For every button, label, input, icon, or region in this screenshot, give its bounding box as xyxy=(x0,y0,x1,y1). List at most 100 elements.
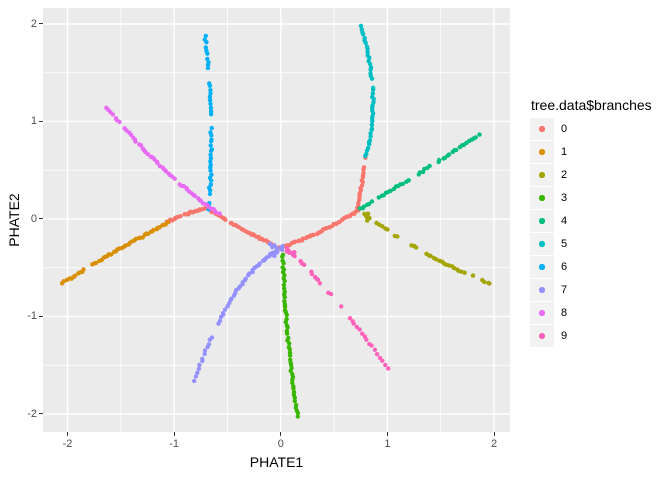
data-point xyxy=(462,270,467,275)
data-point xyxy=(315,277,321,282)
y-axis-title: PHATE2 xyxy=(6,193,22,247)
data-point xyxy=(454,147,459,153)
data-point xyxy=(197,362,202,368)
data-point xyxy=(400,181,405,187)
legend-point-icon xyxy=(539,195,545,201)
data-point xyxy=(205,65,211,71)
data-point xyxy=(436,157,442,163)
data-point xyxy=(110,112,116,117)
legend-point-icon xyxy=(539,264,545,270)
data-point xyxy=(433,257,439,262)
data-point xyxy=(206,60,211,65)
legend-point-icon xyxy=(539,172,545,178)
legend-point-icon xyxy=(539,126,545,132)
data-point xyxy=(282,304,288,309)
data-point xyxy=(97,258,102,264)
data-point xyxy=(292,254,297,259)
data-point xyxy=(178,214,183,219)
y-tick-mark xyxy=(39,23,43,25)
data-point xyxy=(207,97,213,103)
data-point xyxy=(138,143,144,148)
legend-point-icon xyxy=(539,218,545,224)
data-point xyxy=(203,33,208,39)
legend-point-icon xyxy=(539,333,545,339)
data-point xyxy=(364,44,370,49)
legend-item-2: 2 xyxy=(530,164,670,187)
legend-key-swatch xyxy=(530,164,554,186)
data-point xyxy=(365,50,370,55)
data-point xyxy=(208,152,213,157)
legend-key-swatch xyxy=(530,302,554,324)
data-point xyxy=(291,386,296,391)
data-point xyxy=(374,352,380,357)
data-point xyxy=(369,199,375,204)
y-tick-mark xyxy=(39,218,43,220)
data-point xyxy=(376,195,381,200)
data-point xyxy=(208,105,214,111)
data-point xyxy=(370,91,375,96)
data-point xyxy=(172,176,177,181)
x-tick-label: 1 xyxy=(384,438,391,450)
data-point xyxy=(260,258,266,263)
legend-point-icon xyxy=(539,310,545,316)
data-point xyxy=(368,134,373,139)
y-tick-label: -1 xyxy=(27,310,37,323)
legend-label: 2 xyxy=(561,169,568,181)
legend-point-icon xyxy=(539,287,545,293)
data-point xyxy=(477,132,482,137)
data-point xyxy=(282,294,287,300)
data-point xyxy=(365,145,371,151)
legend-item-7: 7 xyxy=(530,279,670,302)
data-point xyxy=(368,65,374,70)
data-point xyxy=(64,277,70,283)
data-point xyxy=(388,188,393,193)
data-point xyxy=(357,327,362,332)
legend-label: 9 xyxy=(561,330,568,342)
data-point xyxy=(246,273,251,278)
data-point xyxy=(205,344,210,350)
legend-label: 0 xyxy=(561,123,568,135)
data-point xyxy=(196,366,202,371)
data-point xyxy=(208,156,214,161)
data-point xyxy=(90,262,95,267)
data-point xyxy=(295,410,301,416)
data-point xyxy=(295,414,300,419)
data-point xyxy=(311,232,316,237)
legend-item-3: 3 xyxy=(530,187,670,210)
data-point xyxy=(482,279,487,285)
data-point xyxy=(213,210,219,215)
data-point xyxy=(284,312,289,318)
data-point xyxy=(427,163,432,169)
data-point xyxy=(200,358,205,364)
legend-key-swatch xyxy=(530,279,554,301)
y-tick-mark xyxy=(39,413,43,415)
data-point xyxy=(364,337,369,342)
data-point xyxy=(195,370,200,375)
y-tick-label: -2 xyxy=(27,407,37,420)
data-point xyxy=(361,170,366,176)
data-point xyxy=(282,278,287,284)
data-point xyxy=(59,281,65,286)
legend-key-swatch xyxy=(530,210,554,232)
data-point xyxy=(339,304,344,309)
data-point xyxy=(413,245,419,250)
data-point xyxy=(280,247,285,253)
data-point xyxy=(292,239,297,244)
data-point xyxy=(250,269,255,275)
data-point xyxy=(428,253,433,259)
data-point xyxy=(209,137,214,142)
data-point xyxy=(368,71,373,76)
legend-item-0: 0 xyxy=(530,118,670,141)
data-point xyxy=(385,227,390,232)
data-point xyxy=(366,201,372,207)
data-point xyxy=(406,178,411,183)
data-point xyxy=(359,183,365,188)
data-point xyxy=(216,321,221,326)
legend-key-swatch xyxy=(530,233,554,255)
legend-label: 5 xyxy=(561,238,568,250)
data-point xyxy=(208,88,213,93)
data-point xyxy=(370,85,376,91)
data-point xyxy=(281,261,286,266)
data-point xyxy=(292,398,297,404)
data-point xyxy=(267,241,273,247)
